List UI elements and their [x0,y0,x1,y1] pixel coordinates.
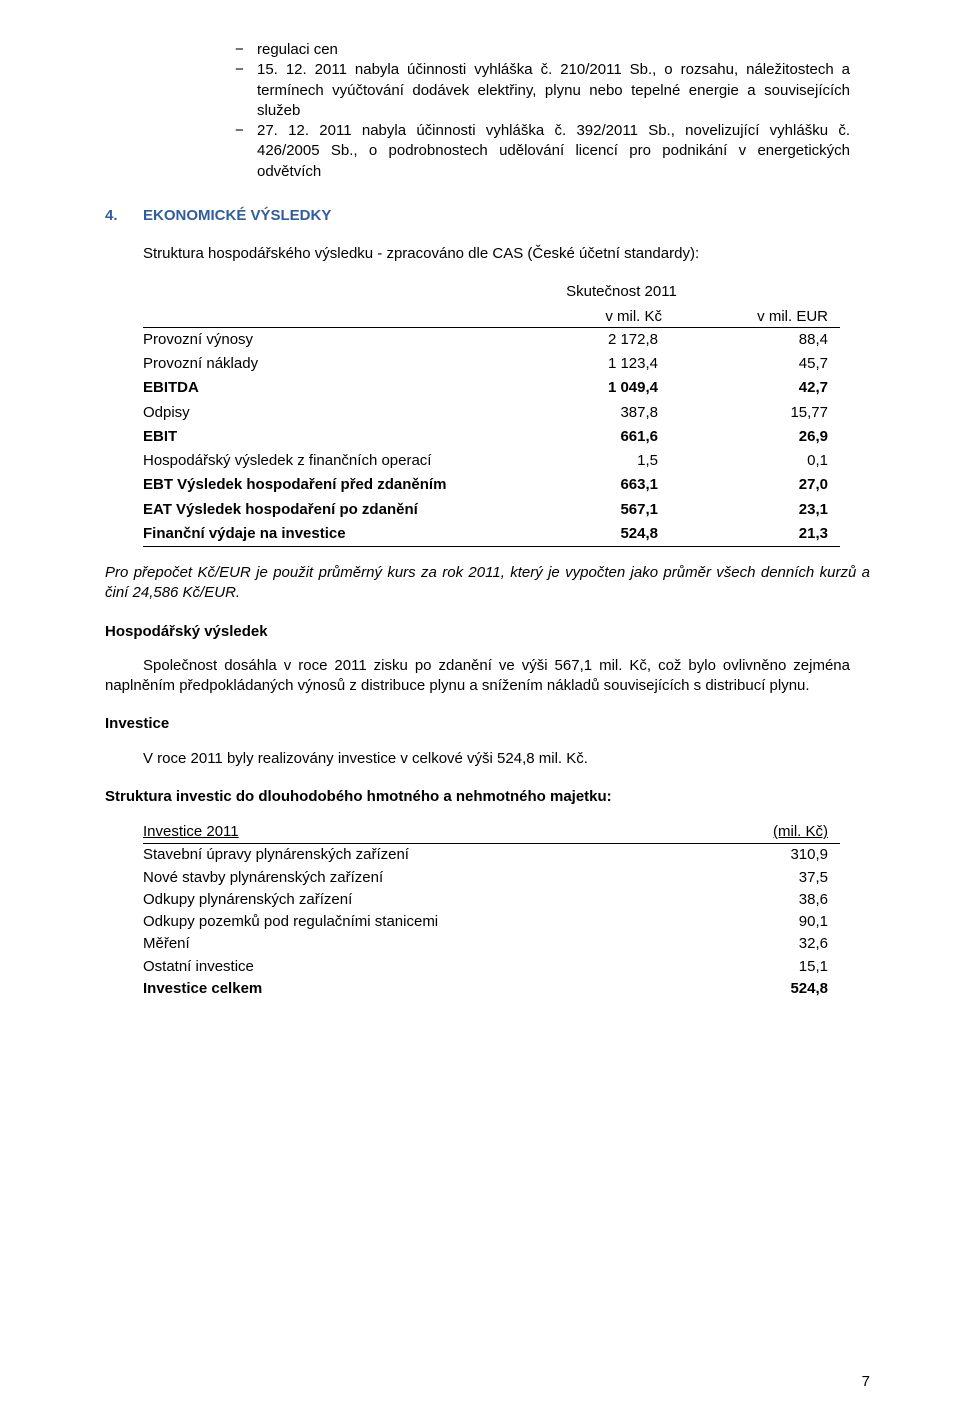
t2-val: 32,6 [708,934,840,954]
t1-v2: 26,9 [698,427,840,447]
t1-label: EBITDA [143,378,488,398]
t2-head-label: Investice 2011 [143,822,708,842]
t1-v1: 524,8 [488,524,698,544]
bullet-dash: − [235,60,257,121]
t2-val: 310,9 [708,845,840,865]
heading-investice: Investice [105,714,850,734]
t2-head-val: (mil. Kč) [708,822,840,842]
t2-val: 15,1 [708,957,840,977]
t1-v2: 88,4 [698,330,840,350]
t1-v2: 23,1 [698,500,840,520]
t2-val: 38,6 [708,890,840,910]
bullet-text: 27. 12. 2011 nabyla účinnosti vyhláška č… [257,121,850,182]
t1-v2: 21,3 [698,524,840,544]
t2-label: Nové stavby plynárenských zařízení [143,868,708,888]
t1-v2: 15,77 [698,403,840,423]
t1-v1: 387,8 [488,403,698,423]
p-hospodarsky: Společnost dosáhla v roce 2011 zisku po … [105,656,850,697]
t2-label: Ostatní investice [143,957,708,977]
t2-total-label: Investice celkem [143,979,708,999]
t1-v2: 27,0 [698,475,840,495]
t1-label: Odpisy [143,403,488,423]
t1-label: Hospodářský výsledek z finančních operac… [143,451,488,471]
t1-v1: 661,6 [488,427,698,447]
bullet-dash: − [235,121,257,182]
heading-struktura: Struktura investic do dlouhodobého hmotn… [105,787,850,807]
t1-v2: 45,7 [698,354,840,374]
t1-label: Finanční výdaje na investice [143,524,488,544]
t2-val: 90,1 [708,912,840,932]
bullet-text: 15. 12. 2011 nabyla účinnosti vyhláška č… [257,60,850,121]
t1-v1: 1,5 [488,451,698,471]
t2-label: Odkupy pozemků pod regulačními stanicemi [143,912,708,932]
investment-table: Investice 2011 (mil. Kč) Stavební úpravy… [143,821,840,1000]
t1-label: EBT Výsledek hospodaření před zdaněním [143,475,488,495]
intro-text: Struktura hospodářského výsledku - zprac… [143,244,850,264]
table1-col2: v mil. EUR [698,307,840,327]
results-table: Skutečnost 2011 v mil. Kč v mil. EUR Pro… [143,282,840,547]
bullet-list: − regulaci cen − 15. 12. 2011 nabyla úči… [235,40,850,182]
table1-col1: v mil. Kč [492,307,698,327]
page-number: 7 [862,1372,870,1392]
section-number: 4. [105,206,143,226]
t2-total-val: 524,8 [708,979,840,999]
t1-v1: 1 123,4 [488,354,698,374]
t1-v1: 1 049,4 [488,378,698,398]
t1-v2: 0,1 [698,451,840,471]
section-title: EKONOMICKÉ VÝSLEDKY [143,206,331,226]
t2-val: 37,5 [708,868,840,888]
bullet-dash: − [235,40,257,60]
conversion-note: Pro přepočet Kč/EUR je použit průměrný k… [105,563,870,604]
p-investice: V roce 2011 byly realizovány investice v… [143,749,850,769]
bullet-text: regulaci cen [257,40,850,60]
t1-v1: 567,1 [488,500,698,520]
t1-v1: 2 172,8 [488,330,698,350]
heading-hospodarsky: Hospodářský výsledek [105,622,850,642]
t1-label: Provozní náklady [143,354,488,374]
table1-header-main: Skutečnost 2011 [566,282,677,302]
t1-label: EAT Výsledek hospodaření po zdanění [143,500,488,520]
t2-label: Odkupy plynárenských zařízení [143,890,708,910]
t1-label: EBIT [143,427,488,447]
t1-v2: 42,7 [698,378,840,398]
t2-label: Stavební úpravy plynárenských zařízení [143,845,708,865]
t1-label: Provozní výnosy [143,330,488,350]
t1-v1: 663,1 [488,475,698,495]
t2-label: Měření [143,934,708,954]
